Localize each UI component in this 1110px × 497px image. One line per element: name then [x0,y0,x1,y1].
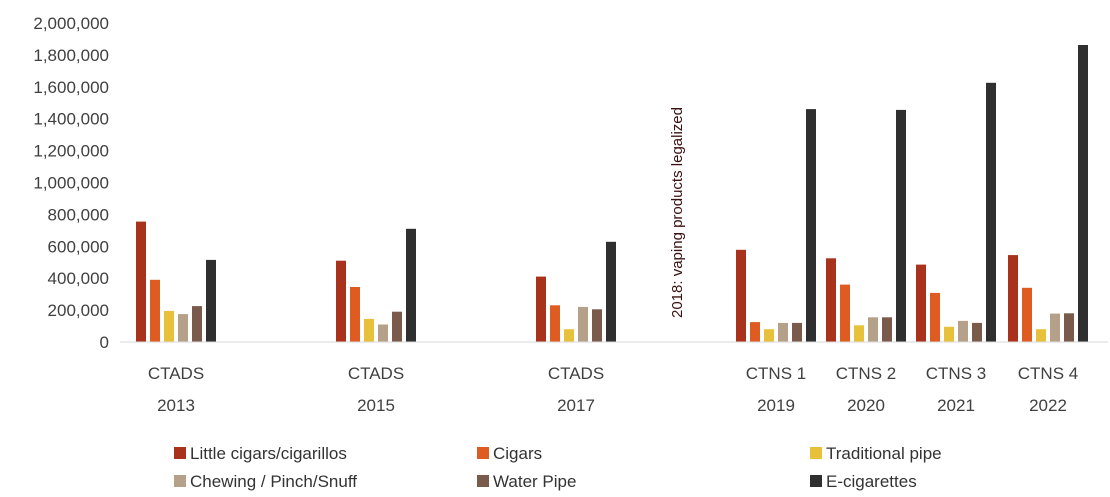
category-label: CTNS 4 [1018,364,1078,383]
category-label: CTNS 2 [836,364,896,383]
legend-swatch [810,447,822,459]
bar [406,228,416,342]
bar [972,322,982,342]
bar [1064,313,1074,342]
bar [958,320,968,342]
bar [578,306,588,342]
category-labels: CTADS 2013 CTADS 2015 CTADS 2017 CTNS 1 2019 CTN… [148,364,1078,415]
bar [1008,255,1018,342]
bar [178,314,188,342]
legend-label: Little cigars/cigarillos [190,444,347,463]
bar [364,318,374,342]
bar [806,109,816,342]
bar [916,264,926,342]
category-year-label: 2015 [357,396,395,415]
bar [150,279,160,342]
y-tick-label: 800,000 [48,205,109,224]
bar [778,322,788,342]
bar [164,310,174,342]
bar [550,305,560,342]
legend-label: Water Pipe [493,472,576,491]
y-tick-label: 600,000 [48,237,109,256]
bar [764,329,774,342]
legend-swatch [810,475,822,487]
category-year-label: 2022 [1029,396,1067,415]
category-year-label: 2019 [757,396,795,415]
bar [792,322,802,342]
bar [350,287,360,342]
category-year-label: 2017 [557,396,595,415]
category-label: CTADS [348,364,404,383]
category-label: CTADS [548,364,604,383]
bar [930,292,940,342]
bar [564,329,574,342]
bar [868,317,878,342]
legend-label: Traditional pipe [826,444,942,463]
legend-label: Chewing / Pinch/Snuff [190,472,357,491]
bar [136,221,146,342]
y-tick-label: 2,000,000 [33,14,109,33]
legend-label: Cigars [493,444,542,463]
bar [1078,45,1088,342]
category-label: CTNS 3 [926,364,986,383]
bar [536,276,546,342]
bar [944,326,954,342]
y-tick-label: 400,000 [48,269,109,288]
legend-swatch [174,475,186,487]
y-tick-label: 1,800,000 [33,46,109,65]
category-label: CTNS 1 [746,364,806,383]
y-tick-label: 1,600,000 [33,78,109,97]
bar [882,317,892,342]
bar [336,260,346,342]
category-year-label: 2020 [847,396,885,415]
bar [1036,329,1046,342]
bar [378,324,388,342]
bar [986,82,996,343]
vaping-legalized-annotation: 2018: vaping products legalized [669,107,686,318]
bar [896,109,906,343]
bar [750,322,760,342]
y-tick-label: 1,000,000 [33,174,109,193]
y-tick-label: 200,000 [48,301,109,320]
category-label: CTADS [148,364,204,383]
bar [840,284,850,342]
bar [192,306,202,342]
y-axis: 0 200,000 400,000 600,000 800,000 1,000,000 1,… [33,14,109,352]
bar [206,259,216,342]
bars [136,45,1088,343]
bar [592,309,602,342]
bar [736,249,746,342]
legend-swatch [477,447,489,459]
y-tick-label: 1,400,000 [33,110,109,129]
bar [392,311,402,342]
category-year-label: 2013 [157,396,195,415]
bar [1022,287,1032,342]
legend-swatch [174,447,186,459]
y-tick-label: 0 [100,333,109,352]
bar [606,241,616,342]
bar [854,325,864,342]
y-tick-label: 1,200,000 [33,142,109,161]
legend-swatch [477,475,489,487]
bar [826,258,836,342]
category-year-label: 2021 [937,396,975,415]
legend-label: E-cigarettes [826,472,917,491]
legend: Little cigars/cigarillos Cigars Traditiona… [174,444,942,491]
bar [1050,313,1060,342]
